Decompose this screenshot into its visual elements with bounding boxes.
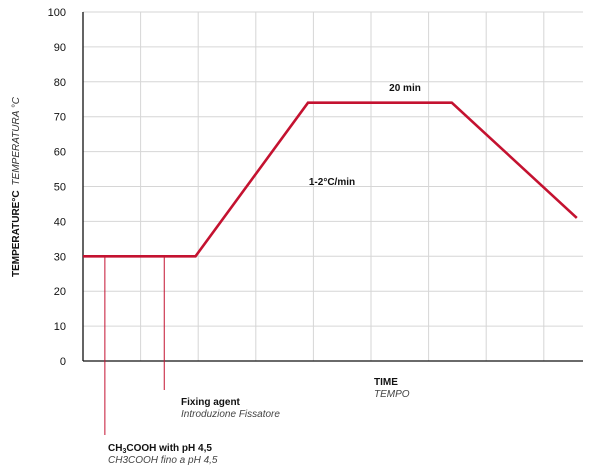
acid-label-rest: COOH with pH 4,5 bbox=[126, 443, 212, 454]
y-tick-labels: 0 10 20 30 40 50 60 70 80 90 100 bbox=[48, 7, 66, 368]
y-tick-label: 90 bbox=[54, 42, 66, 54]
x-axis-label-it: TEMPO bbox=[374, 389, 410, 400]
y-axis-label-it: TEMPERATURA °C bbox=[11, 96, 22, 185]
x-axis-label: TIME bbox=[374, 377, 398, 388]
svg-text:TEMPERATURE°CTEMPERATURA °C: TEMPERATURE°C TEMPERATURA °C bbox=[11, 96, 22, 277]
y-tick-label: 40 bbox=[54, 216, 66, 228]
y-tick-label: 20 bbox=[54, 286, 66, 298]
y-tick-label: 30 bbox=[54, 251, 66, 263]
acid-label-it: CH3COOH fino a pH 4,5 bbox=[108, 455, 218, 465]
fixing-agent-label-it: Introduzione Fissatore bbox=[181, 409, 280, 420]
y-tick-label: 80 bbox=[54, 77, 66, 89]
rate-annotation: 1-2°C/min bbox=[309, 177, 355, 188]
y-axis-label: TEMPERATURE°C TEMPERATURA °C bbox=[11, 96, 22, 277]
y-axis-label-en: TEMPERATURE°C bbox=[11, 190, 22, 277]
y-tick-label: 0 bbox=[60, 356, 66, 368]
temperature-profile-line bbox=[83, 101, 578, 258]
acid-label-subscript: 3 bbox=[122, 448, 126, 455]
acid-label-h: H bbox=[115, 443, 122, 454]
y-tick-label: 70 bbox=[54, 112, 66, 124]
y-tick-label: 60 bbox=[54, 147, 66, 159]
event-markers bbox=[104, 256, 165, 435]
fixing-agent-label: Fixing agent bbox=[181, 397, 241, 408]
y-tick-label: 10 bbox=[54, 321, 66, 333]
acid-label: CH3COOH with pH 4,5 bbox=[108, 443, 212, 455]
hold-annotation: 20 min bbox=[389, 83, 421, 94]
y-tick-label: 50 bbox=[54, 182, 66, 194]
y-tick-label: 100 bbox=[48, 7, 66, 19]
acid-label-prefix: C bbox=[108, 443, 115, 454]
